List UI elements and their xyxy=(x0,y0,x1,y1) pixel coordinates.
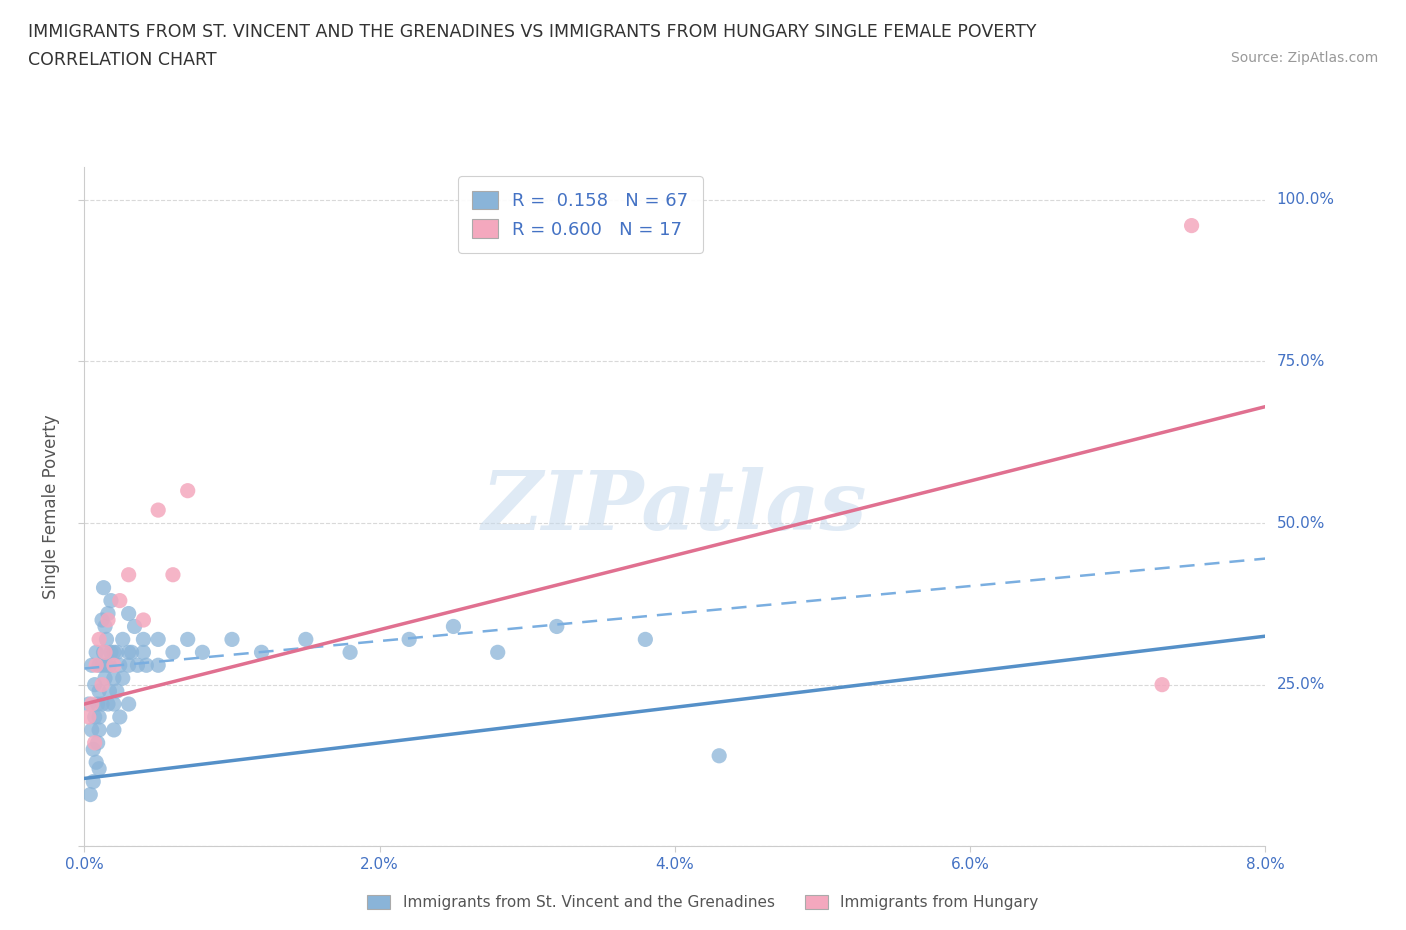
Point xyxy=(118,697,141,711)
Point xyxy=(87,632,111,647)
Point xyxy=(118,606,141,621)
Point xyxy=(127,658,149,672)
Point xyxy=(148,502,170,517)
Text: 50.0%: 50.0% xyxy=(1277,515,1324,530)
Point xyxy=(97,613,120,628)
Point xyxy=(443,619,465,634)
Point xyxy=(162,644,184,659)
Legend: R =  0.158   N = 67, R = 0.600   N = 17: R = 0.158 N = 67, R = 0.600 N = 17 xyxy=(458,177,703,253)
Text: ZIPatlas: ZIPatlas xyxy=(482,467,868,547)
Point xyxy=(87,710,111,724)
Point xyxy=(103,723,125,737)
Legend: Immigrants from St. Vincent and the Grenadines, Immigrants from Hungary: Immigrants from St. Vincent and the Gren… xyxy=(360,887,1046,918)
Point xyxy=(100,593,122,608)
Point xyxy=(1180,219,1202,233)
Text: 25.0%: 25.0% xyxy=(1277,677,1324,692)
Point xyxy=(79,787,101,802)
Y-axis label: Single Female Poverty: Single Female Poverty xyxy=(42,415,60,599)
Point xyxy=(295,632,318,647)
Point xyxy=(77,710,100,724)
Point xyxy=(108,710,131,724)
Point xyxy=(87,684,111,698)
Point xyxy=(103,671,125,685)
Point xyxy=(91,658,114,672)
Point xyxy=(84,755,107,770)
Point xyxy=(94,671,117,685)
Point xyxy=(124,619,146,634)
Point xyxy=(398,632,420,647)
Point xyxy=(91,677,114,692)
Point xyxy=(177,632,200,647)
Point xyxy=(108,593,131,608)
Point xyxy=(94,644,117,659)
Point xyxy=(96,632,118,647)
Point xyxy=(77,697,100,711)
Point xyxy=(93,644,115,659)
Point xyxy=(634,632,657,647)
Point xyxy=(87,658,111,672)
Text: CORRELATION CHART: CORRELATION CHART xyxy=(28,51,217,69)
Point xyxy=(83,736,105,751)
Point xyxy=(250,644,273,659)
Point xyxy=(86,697,108,711)
Text: Source: ZipAtlas.com: Source: ZipAtlas.com xyxy=(1230,51,1378,65)
Point xyxy=(84,658,107,672)
Point xyxy=(191,644,214,659)
Point xyxy=(86,736,108,751)
Point xyxy=(546,619,568,634)
Point xyxy=(148,632,170,647)
Point xyxy=(111,671,134,685)
Point xyxy=(105,684,128,698)
Point xyxy=(221,632,243,647)
Point xyxy=(108,658,131,672)
Point xyxy=(98,684,121,698)
Point xyxy=(121,644,143,659)
Point xyxy=(118,644,141,659)
Point xyxy=(103,697,125,711)
Point xyxy=(91,613,114,628)
Point xyxy=(82,774,104,789)
Point xyxy=(84,644,107,659)
Point xyxy=(93,580,115,595)
Point xyxy=(709,749,731,764)
Point xyxy=(135,658,157,672)
Point xyxy=(98,658,121,672)
Point xyxy=(83,677,105,692)
Text: IMMIGRANTS FROM ST. VINCENT AND THE GRENADINES VS IMMIGRANTS FROM HUNGARY SINGLE: IMMIGRANTS FROM ST. VINCENT AND THE GREN… xyxy=(28,23,1036,41)
Point xyxy=(162,567,184,582)
Point xyxy=(103,658,125,672)
Point xyxy=(87,723,111,737)
Point xyxy=(82,742,104,757)
Point xyxy=(105,644,128,659)
Point xyxy=(148,658,170,672)
Point xyxy=(97,606,120,621)
Point xyxy=(100,644,122,659)
Point xyxy=(87,762,111,777)
Point xyxy=(177,484,200,498)
Point xyxy=(83,710,105,724)
Text: 75.0%: 75.0% xyxy=(1277,354,1324,369)
Point xyxy=(80,723,103,737)
Text: 100.0%: 100.0% xyxy=(1277,193,1334,207)
Point xyxy=(80,658,103,672)
Point xyxy=(132,644,155,659)
Point xyxy=(96,658,118,672)
Point xyxy=(132,613,155,628)
Point xyxy=(486,644,509,659)
Point xyxy=(103,644,125,659)
Point xyxy=(1150,677,1173,692)
Point xyxy=(94,619,117,634)
Point xyxy=(111,632,134,647)
Point xyxy=(91,697,114,711)
Point xyxy=(80,697,103,711)
Point xyxy=(339,644,361,659)
Point xyxy=(118,658,141,672)
Point xyxy=(97,697,120,711)
Point xyxy=(132,632,155,647)
Point xyxy=(118,567,141,582)
